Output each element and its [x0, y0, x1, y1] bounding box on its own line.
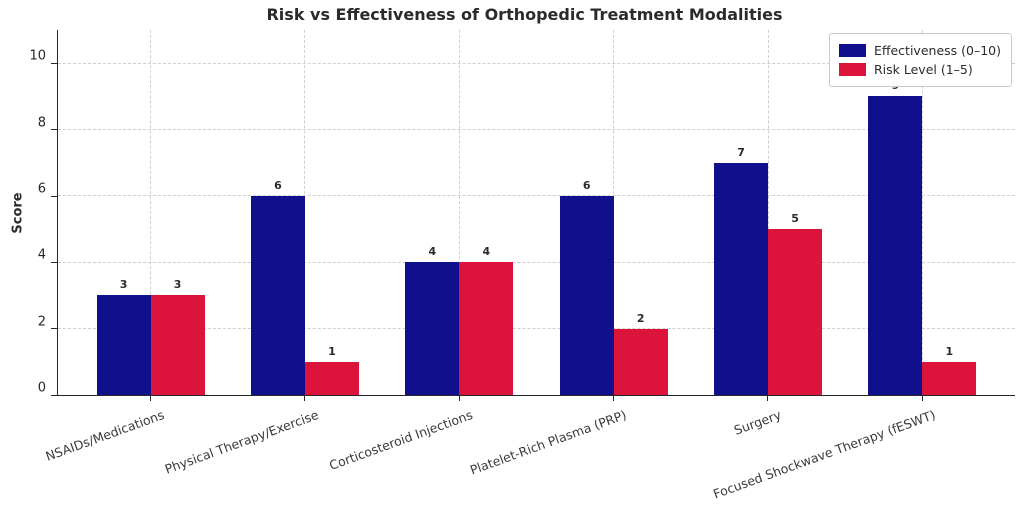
plot-area: 0 2 4 6 8 10 3 3 NSAIDs/Medications 6 1 Physical Th…	[29, 30, 1015, 502]
risk-bar	[304, 361, 359, 395]
bar-value-label: 3	[119, 278, 128, 292]
legend-swatch-risk	[838, 63, 866, 76]
x-tick-mark	[921, 396, 923, 401]
effectiveness-bar	[250, 195, 305, 395]
x-tick-label-text: Focused Shockwave Therapy (fESWT)	[711, 407, 938, 502]
x-grid-line	[458, 30, 460, 395]
risk-bar	[459, 262, 514, 395]
y-tick-label: 8	[37, 115, 46, 131]
bar-value-label: 7	[737, 145, 745, 159]
risk-bar	[922, 361, 977, 395]
legend-label-effectiveness: Effectiveness (0–10)	[873, 43, 1001, 58]
y-tick-label: 2	[37, 314, 46, 330]
bar-value-label: 6	[582, 178, 591, 192]
bar-value-label: 2	[636, 311, 645, 325]
effectiveness-bar	[96, 295, 151, 395]
bar-value-label: 3	[173, 278, 182, 292]
y-grid-line	[58, 62, 1015, 64]
bar-value-label: 5	[791, 212, 799, 226]
x-tick-mark	[458, 396, 460, 401]
effectiveness-bar	[868, 96, 923, 395]
y-tick-mark	[51, 62, 57, 64]
y-tick-mark	[51, 129, 57, 131]
y-tick-label: 6	[37, 181, 46, 197]
y-tick-mark	[51, 195, 57, 197]
x-tick-mark	[304, 396, 306, 401]
y-grid-line	[58, 129, 1015, 131]
y-tick-mark	[51, 261, 57, 263]
chart-title: Risk vs Effectiveness of Orthopedic Trea…	[266, 5, 783, 24]
y-grid-line	[58, 261, 1015, 263]
risk-bar	[150, 295, 205, 395]
x-tick-label: Focused Shockwave Therapy (fESWT)	[612, 404, 937, 502]
risk-bar	[613, 328, 668, 395]
x-grid-line	[150, 30, 152, 395]
effectiveness-bar	[559, 195, 614, 395]
y-tick-label: 0	[37, 380, 46, 396]
y-grid-line	[58, 195, 1015, 197]
bar-value-label: 1	[945, 344, 954, 358]
x-grid-line	[767, 30, 769, 395]
x-tick-mark	[767, 396, 769, 401]
legend: Effectiveness (0–10) Risk Level (1–5)	[828, 33, 1012, 87]
y-grid-line	[58, 328, 1015, 330]
bar-value-label: 6	[274, 178, 282, 192]
x-grid-line	[304, 30, 306, 395]
effectiveness-bar	[714, 162, 769, 395]
y-axis-label: Score	[10, 192, 26, 234]
y-tick-label: 4	[37, 247, 46, 263]
y-tick-mark	[51, 328, 57, 330]
effectiveness-bar	[405, 262, 460, 395]
risk-bar	[768, 229, 823, 395]
bar-value-label: 4	[482, 245, 491, 259]
legend-label-risk: Risk Level (1–5)	[873, 62, 973, 77]
legend-swatch-effectiveness	[838, 44, 866, 57]
bar-value-label: 4	[428, 245, 437, 259]
bar-value-label: 1	[328, 344, 336, 358]
y-tick-label: 10	[29, 48, 46, 64]
x-grid-line	[613, 30, 615, 395]
x-grid-line	[921, 30, 923, 395]
y-tick-mark	[51, 394, 57, 396]
x-tick-mark	[149, 396, 151, 401]
legend-item-effectiveness: Effectiveness (0–10)	[838, 41, 1001, 60]
x-tick-mark	[612, 396, 614, 401]
legend-item-risk: Risk Level (1–5)	[838, 60, 1001, 79]
